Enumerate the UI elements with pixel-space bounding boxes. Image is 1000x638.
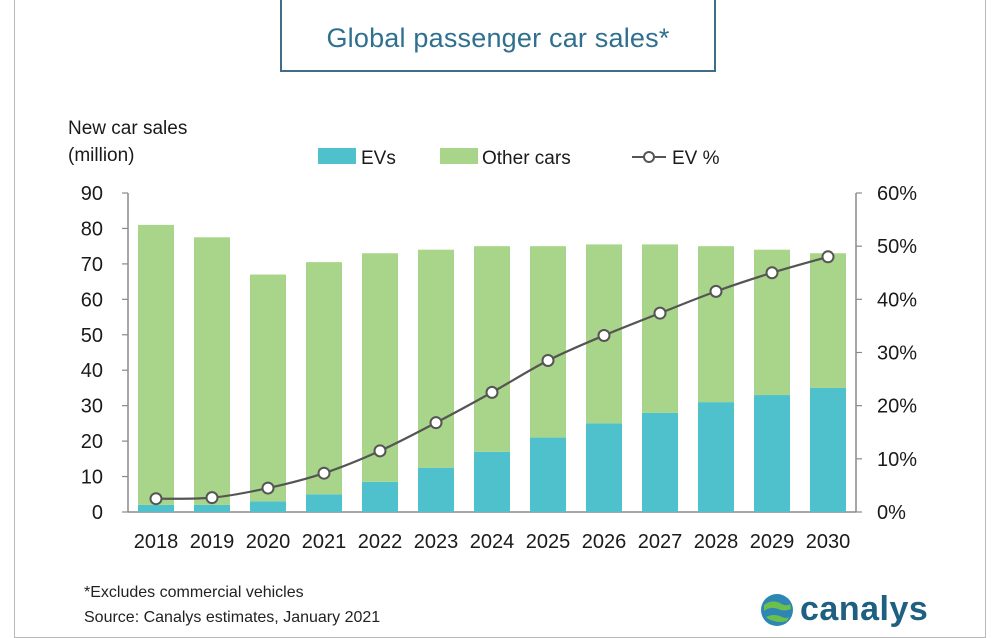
ev-percent-point	[205, 491, 219, 505]
x-tick-label: 2023	[414, 531, 459, 553]
legend-label-other-cars: Other cars	[482, 148, 571, 169]
y2-tick-label: 40%	[877, 289, 917, 311]
bar-evs	[586, 423, 622, 512]
x-tick-label: 2028	[694, 531, 739, 553]
x-tick-label: 2024	[470, 531, 515, 553]
bar-other-cars	[194, 237, 230, 505]
ev-percent-point	[541, 353, 555, 367]
bar-evs	[138, 504, 174, 512]
ev-percent-point	[485, 385, 499, 399]
y-tick-label: 10	[81, 467, 103, 489]
legend-swatch-other-cars	[440, 148, 478, 164]
legend-marker-ev-percent	[643, 151, 655, 163]
bar-evs	[474, 451, 510, 512]
x-tick-label: 2022	[358, 531, 403, 553]
footnote-source: Source: Canalys estimates, January 2021	[84, 609, 381, 626]
bar-other-cars	[418, 249, 454, 468]
x-tick-label: 2027	[638, 531, 683, 553]
x-tick-label: 2021	[302, 531, 347, 553]
x-tick-label: 2019	[190, 531, 235, 553]
y-tick-label: 80	[81, 218, 103, 240]
y-tick-label: 60	[81, 289, 103, 311]
bar-other-cars	[530, 246, 566, 438]
bar-evs	[698, 402, 734, 512]
y2-tick-label: 30%	[877, 343, 917, 365]
globe-icon	[761, 593, 793, 626]
x-tick-label: 2030	[806, 531, 851, 553]
x-tick-label: 2026	[582, 531, 627, 553]
x-tick-label: 2025	[526, 531, 571, 553]
chart-svg: 01020304050607080900%10%20%30%40%50%60%N…	[68, 118, 917, 553]
ev-percent-point	[261, 481, 275, 495]
y-tick-label: 90	[81, 183, 103, 205]
bar-other-cars	[138, 224, 174, 505]
y-tick-label: 40	[81, 360, 103, 382]
brand-logo: canalys	[760, 590, 928, 629]
x-tick-label: 2020	[246, 531, 291, 553]
y-tick-label: 30	[81, 396, 103, 418]
ev-percent-point	[709, 284, 723, 298]
y-tick-label: 50	[81, 325, 103, 347]
bar-evs	[810, 387, 846, 512]
bar-other-cars	[306, 262, 342, 495]
brand-name: canalys	[800, 590, 929, 628]
legend-label-ev-percent: EV %	[672, 148, 720, 169]
ev-percent-point	[653, 306, 667, 320]
y-axis-title: (million)	[68, 145, 135, 166]
bar-other-cars	[362, 253, 398, 482]
bar-evs	[306, 494, 342, 512]
y2-tick-label: 20%	[877, 396, 917, 418]
ev-percent-point	[317, 466, 331, 480]
chart-title-box: Global passenger car sales*	[280, 0, 716, 72]
y-tick-label: 0	[92, 502, 103, 524]
y-tick-label: 70	[81, 254, 103, 276]
ev-percent-point	[149, 492, 163, 506]
y2-tick-label: 10%	[877, 449, 917, 471]
y-axis-title: New car sales	[68, 118, 187, 139]
footnote-excludes: *Excludes commercial vehicles	[84, 584, 304, 601]
bar-evs	[250, 501, 286, 512]
chart-title: Global passenger car sales*	[326, 22, 670, 53]
ev-percent-point	[429, 416, 443, 430]
bar-other-cars	[250, 274, 286, 502]
y2-tick-label: 0%	[877, 502, 906, 524]
legend-label-evs: EVs	[361, 148, 396, 169]
y2-tick-label: 50%	[877, 236, 917, 258]
bar-evs	[362, 481, 398, 512]
bar-evs	[194, 504, 230, 512]
x-tick-label: 2018	[134, 531, 179, 553]
bar-other-cars	[698, 246, 734, 403]
bar-evs	[642, 412, 678, 512]
bar-other-cars	[642, 244, 678, 413]
bar-other-cars	[474, 246, 510, 452]
ev-percent-point	[821, 250, 835, 264]
ev-percent-point	[373, 444, 387, 458]
legend-swatch-evs	[318, 148, 356, 164]
y-tick-label: 20	[81, 431, 103, 453]
bar-evs	[754, 395, 790, 512]
y2-tick-label: 60%	[877, 183, 917, 205]
ev-percent-point	[597, 328, 611, 342]
x-tick-label: 2029	[750, 531, 795, 553]
bar-evs	[418, 467, 454, 512]
bar-other-cars	[810, 253, 846, 388]
ev-percent-point	[765, 266, 779, 280]
bar-evs	[530, 437, 566, 512]
